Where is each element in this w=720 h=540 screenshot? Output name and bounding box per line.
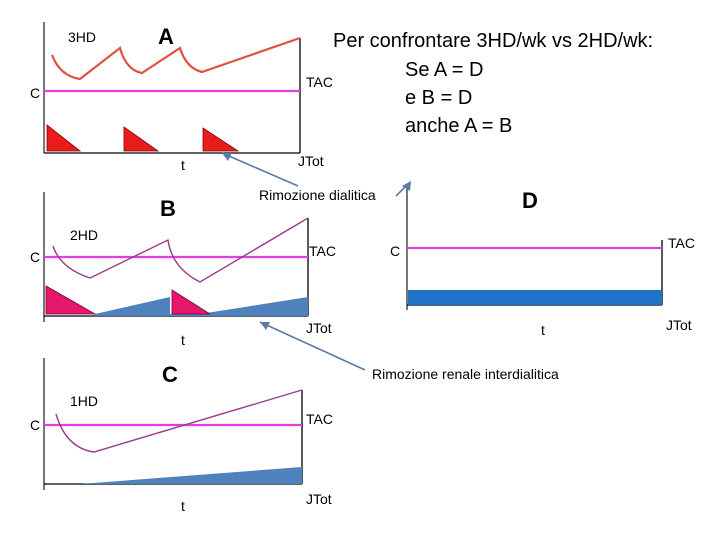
renal-removal-annotation: Rimozione renale interdialitica xyxy=(372,366,559,382)
panel-a-3hd: A 3HD C TAC t JTot xyxy=(30,22,333,173)
panel-c-jtot-label: JTot xyxy=(306,491,332,507)
panel-b-t-label: t xyxy=(181,332,185,348)
arrow-to-panel-b-jtot xyxy=(259,321,366,371)
panel-c-c-label: C xyxy=(30,417,40,433)
dialytic-removal-annotation: Rimozione dialitica xyxy=(259,187,376,203)
panel-a-dialytic-removal-3 xyxy=(202,127,240,152)
panel-d-jtot-label: JTot xyxy=(666,317,692,333)
panel-a-t-label: t xyxy=(181,157,185,173)
panel-c-t-label: t xyxy=(181,498,185,514)
panel-b-c-label: C xyxy=(30,249,40,265)
arrow-to-panel-a-jtot xyxy=(221,152,299,187)
panel-b-concentration-curve xyxy=(52,217,309,283)
title-line-1: Per confrontare 3HD/wk vs 2HD/wk: xyxy=(333,30,653,52)
panel-b-regimen: 2HD xyxy=(70,227,98,243)
panel-b-jtot-label: JTot xyxy=(306,320,332,336)
panel-c-renal-removal xyxy=(80,467,302,484)
panel-d-t-label: t xyxy=(541,322,545,338)
panel-d-tac-label: TAC xyxy=(668,235,695,251)
panel-a-c-label: C xyxy=(30,85,40,101)
panel-a-regimen: 3HD xyxy=(68,29,96,45)
arrow-to-panel-d xyxy=(395,181,411,197)
panel-a-tac-label: TAC xyxy=(306,74,333,90)
panel-c-1hd: C 1HD C TAC t JTot xyxy=(30,358,333,514)
panel-c-tac-label: TAC xyxy=(306,411,333,427)
panel-a-dialytic-removal-1 xyxy=(46,124,82,152)
panel-d-c-label: C xyxy=(390,243,400,259)
panel-c-regimen: 1HD xyxy=(70,393,98,409)
panel-a-letter: A xyxy=(158,24,174,49)
title-line-2: Se A = D xyxy=(405,59,483,81)
panel-b-2hd: B 2HD C TAC t JTot xyxy=(30,192,336,348)
panel-b-dialytic-removal-2 xyxy=(171,289,212,315)
panel-b-renal-removal xyxy=(95,297,308,316)
panel-c-concentration-curve xyxy=(55,389,303,453)
panel-b-dialytic-removal-1 xyxy=(45,285,97,315)
panel-a-concentration-curve xyxy=(50,36,301,81)
panel-c-letter: C xyxy=(162,362,178,387)
panel-b-tac-label: TAC xyxy=(309,243,336,259)
panel-a-dialytic-removal-2 xyxy=(123,126,160,152)
title-line-4: anche A = B xyxy=(405,115,512,137)
panel-b-letter: B xyxy=(160,196,176,221)
panel-d-renal-removal xyxy=(408,290,662,305)
comparison-title: Per confrontare 3HD/wk vs 2HD/wk: Se A =… xyxy=(333,30,653,137)
title-line-3: e B = D xyxy=(405,87,472,109)
panel-a-jtot-label: JTot xyxy=(298,153,324,169)
panel-d-letter: D xyxy=(522,188,538,213)
panel-d-renal: D C TAC t JTot xyxy=(390,184,695,338)
